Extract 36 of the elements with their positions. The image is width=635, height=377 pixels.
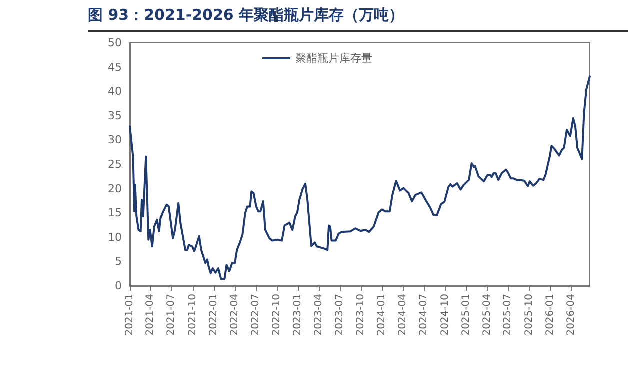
y-tick-label: 40 [108,85,122,98]
y-tick-label: 45 [108,60,122,74]
x-tick-label: 2021-07 [166,294,178,336]
x-tick-label: 2021-01 [124,294,136,336]
x-tick-label: 2022-01 [208,294,220,336]
y-tick-label: 10 [108,230,122,244]
x-tick-label: 2024-04 [398,294,409,336]
y-tick-label: 15 [108,206,122,220]
x-tick-label: 2025-07 [502,294,514,336]
x-tick-label: 2023-10 [356,294,367,336]
y-tick-label: 0 [115,280,122,292]
y-tick-label: 25 [108,158,122,171]
y-tick-label: 20 [108,182,122,196]
x-tick-label: 2022-10 [271,294,282,336]
x-tick-label: 2025-10 [524,294,535,336]
x-tick-label: 2023-04 [313,294,324,336]
chart-title: 图 93：2021-2026 年聚酯瓶片库存（万吨） [88,6,404,25]
x-tick-label: 2021-10 [187,294,198,336]
x-tick-label: 2025-01 [461,294,472,336]
x-tick-label: 2026-01 [545,294,556,336]
x-tick-label: 2021-04 [145,294,156,336]
x-tick-label: 2022-04 [229,294,240,336]
x-tick-label: 2024-07 [418,294,430,336]
y-tick-label: 50 [108,36,122,50]
x-tick-label: 2026-04 [566,294,577,336]
x-tick-label: 2024-01 [376,294,388,336]
line-series [129,76,591,280]
x-tick-label: 2024-10 [440,294,451,336]
x-tick-label: 2025-04 [482,294,493,336]
legend-label: 聚酯瓶片库存量 [296,52,372,65]
y-tick-label: 5 [115,255,122,268]
y-tick-label: 35 [108,109,122,122]
y-tick-label: 30 [108,134,122,147]
x-tick-label: 2023-01 [292,294,304,336]
x-tick-label: 2023-07 [334,294,346,336]
x-tick-label: 2022-07 [250,294,262,336]
